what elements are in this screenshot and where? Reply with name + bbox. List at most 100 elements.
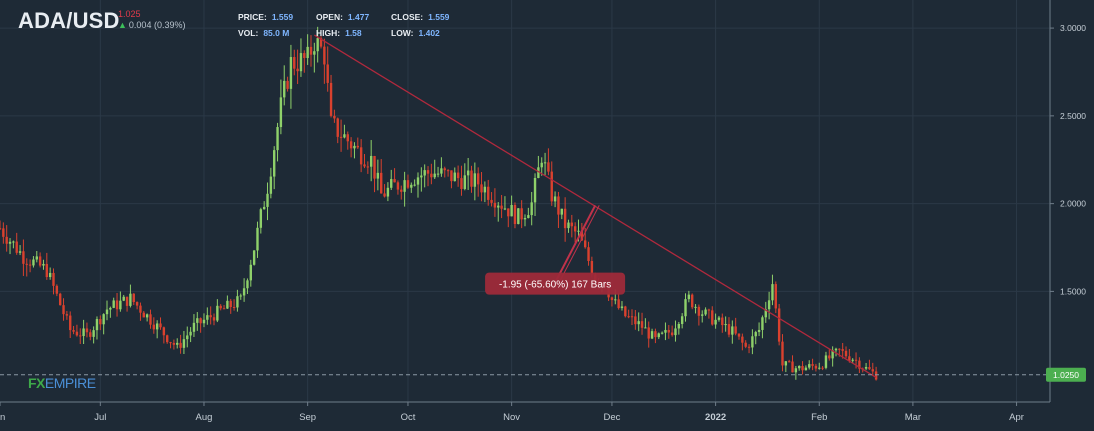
y-tick-label: 2.0000: [1060, 199, 1086, 209]
candle-body: [497, 205, 500, 208]
y-tick-label: 1.5000: [1060, 286, 1086, 296]
candle-body: [249, 264, 252, 281]
candle-body: [737, 333, 741, 337]
candle-body: [55, 285, 59, 294]
candle-body: [507, 208, 510, 217]
stat-label: LOW:: [391, 28, 414, 38]
candle-body: [854, 359, 858, 361]
x-tick-label: Dec: [603, 412, 620, 423]
candle-body: [721, 317, 724, 326]
candle-body: [122, 296, 125, 301]
up-arrow-icon: ▲: [118, 20, 127, 30]
candle-body: [523, 217, 527, 220]
candle-body: [319, 38, 323, 47]
candle-body: [704, 309, 707, 315]
candle-body: [102, 314, 105, 325]
measure-label-bg: [485, 272, 626, 295]
candle-body: [734, 326, 737, 334]
candle-body: [22, 251, 25, 264]
candle-body: [155, 323, 159, 330]
candle-body: [791, 361, 794, 373]
candle-body: [82, 328, 85, 337]
candle-body: [517, 208, 520, 225]
stat-close: CLOSE: 1.559: [391, 12, 449, 22]
candle-body: [844, 350, 848, 357]
candle-body: [256, 227, 259, 251]
candle-body: [754, 332, 757, 337]
candle-body: [540, 162, 543, 168]
candle-body: [403, 180, 406, 192]
candle-body: [637, 321, 640, 325]
candle-body: [289, 57, 293, 89]
axes: 1.5000 2.0000 2.5000 3.0000 n Jul Aug Sep Oct Nov…: [0, 0, 1086, 423]
candle-body: [212, 317, 216, 321]
candle-body: [286, 80, 289, 89]
candle-body: [420, 175, 423, 178]
candle-body: [45, 263, 49, 278]
candle-body: [206, 315, 209, 320]
candle-body: [252, 250, 256, 265]
candle-body: [343, 134, 346, 138]
candle-body: [5, 236, 8, 244]
price-tag-label: 1.0250: [1053, 370, 1079, 380]
candle-body: [466, 170, 470, 176]
candle-body: [105, 309, 109, 315]
candle-body: [400, 189, 403, 192]
candle-body: [547, 162, 550, 172]
candle-body: [363, 164, 366, 167]
stat-price: PRICE: 1.559: [238, 12, 293, 22]
candle-body: [764, 309, 767, 318]
measure-label: -1.95 (-65.60%) 167 Bars: [499, 280, 611, 291]
candle-body: [630, 316, 634, 318]
candle-body: [871, 369, 874, 372]
candle-body: [0, 228, 2, 230]
candle-body: [781, 341, 784, 366]
candle-body: [450, 170, 453, 182]
candle-body: [577, 230, 580, 232]
candle-body: [306, 46, 309, 59]
measure-arrow: [554, 204, 597, 284]
candle-body: [851, 359, 854, 361]
stat-open: OPEN: 1.477: [316, 12, 369, 22]
candle-body: [624, 306, 627, 317]
candle-body: [236, 296, 239, 308]
candle-body: [92, 330, 95, 337]
candle-body: [473, 173, 477, 187]
candle-body: [58, 293, 62, 306]
candle-body: [707, 309, 711, 311]
candle-body: [510, 204, 513, 217]
candle-body: [152, 324, 156, 330]
x-tick-label: Jul: [94, 412, 106, 423]
candle-body: [182, 339, 186, 348]
candle-body: [848, 356, 851, 361]
candle-body: [219, 305, 222, 309]
candle-body: [456, 172, 460, 179]
candle-body: [717, 317, 721, 320]
candle-body: [570, 222, 574, 227]
candle-body: [125, 296, 129, 306]
candle-body: [65, 314, 69, 316]
candle-body: [62, 305, 65, 315]
candle-body: [583, 240, 587, 248]
candle-body: [777, 308, 781, 342]
candle-body: [132, 293, 135, 303]
stat-value: 1.58: [345, 28, 362, 38]
stat-value: 1.477: [347, 12, 370, 22]
candle-body: [533, 178, 537, 203]
candle-body: [246, 280, 249, 289]
stat-value: 85.0 M: [263, 28, 290, 38]
candle-body: [493, 202, 497, 208]
candle-body: [323, 46, 326, 65]
candle-body: [553, 196, 557, 202]
candle-body: [436, 173, 440, 175]
candle-body: [293, 57, 296, 69]
candle-body: [513, 204, 517, 225]
candle-body: [818, 367, 821, 369]
candle-body: [119, 300, 122, 310]
candle-body: [380, 172, 383, 194]
candle-body: [751, 336, 754, 348]
candle-body: [647, 327, 650, 339]
candle-body: [25, 263, 28, 265]
candle-body: [38, 256, 42, 266]
